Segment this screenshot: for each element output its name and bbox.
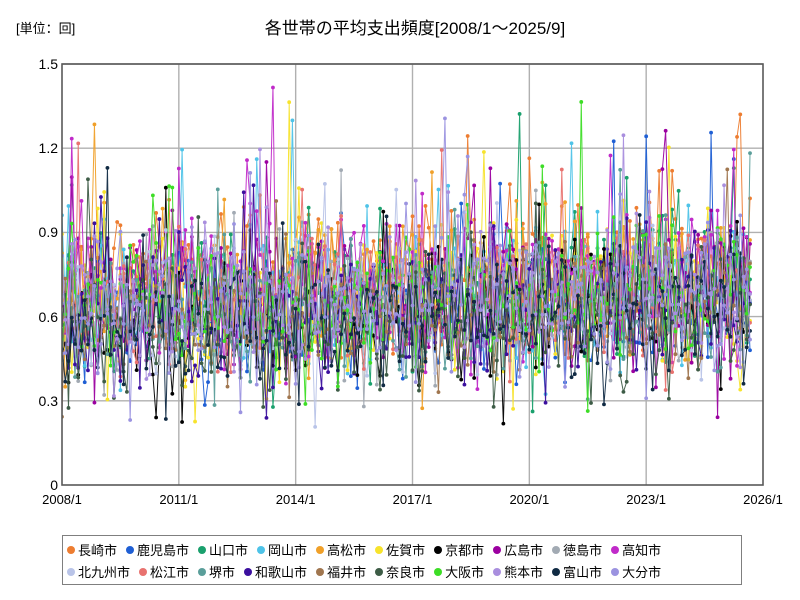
y-tick-label: 0.9	[38, 224, 58, 241]
legend-item-北九州市[interactable]: 北九州市	[67, 566, 130, 579]
series-18	[62, 165, 752, 421]
x-tick-label: 2008/1	[42, 492, 82, 507]
legend-label: 高知市	[622, 542, 662, 558]
chart-title: 各世帯の平均支出頻度[2008/1～2025/9]	[264, 19, 566, 38]
legend-label: 高松市	[327, 542, 367, 558]
legend-marker-icon	[126, 546, 135, 554]
y-tick-label: 1.2	[38, 140, 58, 157]
legend-label: 堺市	[209, 564, 236, 580]
legend-label: 大分市	[622, 564, 662, 580]
legend-item-和歌山市[interactable]: 和歌山市	[244, 566, 307, 579]
x-tick-label: 2026/1	[743, 492, 783, 507]
legend-item-徳島市[interactable]: 徳島市	[552, 544, 602, 557]
axis-frame	[61, 63, 764, 486]
legend-marker-icon	[139, 568, 148, 576]
legend-row: 長崎市 鹿児島市 山口市 岡山市 高松市 佐賀市 京都市 広島市 徳島市 高知市	[67, 539, 737, 561]
legend-item-長崎市[interactable]: 長崎市	[67, 544, 117, 557]
legend-marker-icon	[375, 546, 384, 554]
legend-label: 佐賀市	[386, 542, 426, 558]
legend-marker-icon	[198, 546, 207, 554]
legend-marker-icon	[244, 568, 253, 576]
legend-label: 山口市	[209, 542, 249, 558]
y-tick-label: 0	[50, 477, 58, 493]
legend-marker-icon	[611, 546, 620, 554]
legend-item-広島市[interactable]: 広島市	[493, 544, 543, 557]
legend-marker-icon	[434, 546, 443, 554]
legend-label: 北九州市	[78, 564, 131, 580]
legend-label: 熊本市	[504, 564, 544, 580]
legend-marker-icon	[611, 568, 620, 576]
y-axis-tick-labels: 0 0.3 0.6 0.9 1.2 1.5	[0, 0, 58, 600]
legend-item-熊本市[interactable]: 熊本市	[493, 566, 543, 579]
x-tick-label: 2014/1	[275, 492, 316, 507]
legend-label: 奈良市	[386, 564, 426, 580]
y-tick-label: 0.3	[38, 392, 58, 409]
chart-legend: 長崎市 鹿児島市 山口市 岡山市 高松市 佐賀市 京都市 広島市 徳島市 高知市北九州市 松江市 堺市…	[62, 535, 742, 585]
legend-item-奈良市[interactable]: 奈良市	[375, 566, 425, 579]
series-19	[62, 116, 752, 422]
legend-marker-icon	[375, 568, 384, 576]
legend-marker-icon	[198, 568, 207, 576]
x-tick-label: 2017/1	[392, 492, 433, 507]
unit-label: [単位：回]	[16, 21, 76, 36]
legend-label: 松江市	[150, 564, 190, 580]
legend-label: 福井市	[327, 564, 367, 580]
legend-item-山口市[interactable]: 山口市	[198, 544, 248, 557]
legend-label: 京都市	[445, 542, 485, 558]
legend-marker-icon	[552, 546, 561, 554]
legend-item-松江市[interactable]: 松江市	[139, 566, 189, 579]
legend-item-福井市[interactable]: 福井市	[316, 566, 366, 579]
legend-item-佐賀市[interactable]: 佐賀市	[375, 544, 425, 557]
legend-label: 徳島市	[563, 542, 603, 558]
legend-marker-icon	[67, 546, 75, 554]
legend-marker-icon	[67, 568, 75, 576]
legend-item-富山市[interactable]: 富山市	[552, 566, 602, 579]
legend-label: 大阪市	[445, 564, 485, 580]
x-tick-label: 2023/1	[626, 492, 667, 507]
legend-marker-icon	[493, 546, 502, 554]
legend-item-高松市[interactable]: 高松市	[316, 544, 366, 557]
legend-label: 鹿児島市	[137, 542, 190, 558]
legend-marker-icon	[552, 568, 561, 576]
legend-label: 和歌山市	[255, 564, 308, 580]
legend-marker-icon	[493, 568, 502, 576]
legend-marker-icon	[316, 546, 325, 554]
legend-item-高知市[interactable]: 高知市	[611, 544, 661, 557]
legend-marker-icon	[316, 568, 325, 576]
legend-item-堺市[interactable]: 堺市	[198, 566, 235, 579]
series-layer	[62, 85, 752, 429]
x-tick-label: 2020/1	[509, 492, 550, 507]
legend-item-京都市[interactable]: 京都市	[434, 544, 484, 557]
legend-label: 岡山市	[268, 542, 308, 558]
legend-item-鹿児島市[interactable]: 鹿児島市	[126, 544, 189, 557]
legend-marker-icon	[257, 546, 266, 554]
legend-item-大阪市[interactable]: 大阪市	[434, 566, 484, 579]
legend-label: 富山市	[563, 564, 603, 580]
y-tick-label: 0.6	[38, 308, 58, 325]
legend-marker-icon	[434, 568, 443, 576]
legend-label: 広島市	[504, 542, 544, 558]
y-tick-label: 1.5	[38, 56, 58, 72]
legend-label: 長崎市	[78, 542, 118, 558]
legend-item-大分市[interactable]: 大分市	[611, 566, 661, 579]
legend-row: 北九州市 松江市 堺市 和歌山市 福井市 奈良市 大阪市 熊本市 富山市 大分市	[67, 561, 737, 583]
legend-item-岡山市[interactable]: 岡山市	[257, 544, 307, 557]
x-tick-label: 2011/1	[159, 492, 199, 507]
